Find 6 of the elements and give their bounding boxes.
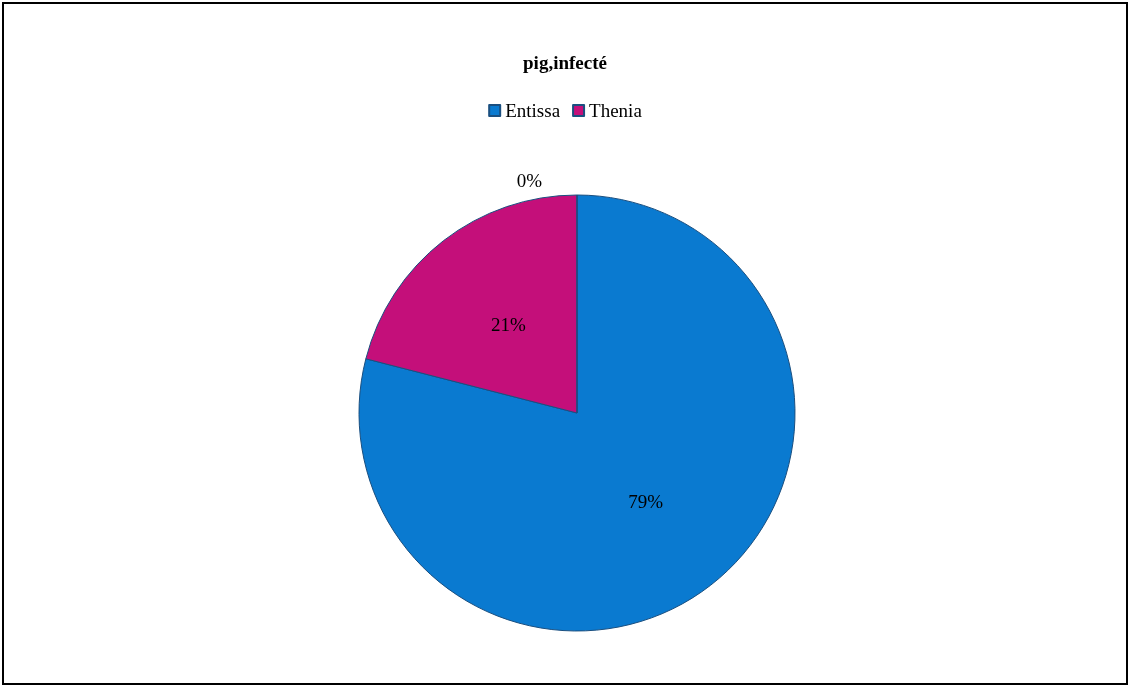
- data-label: 79%: [628, 491, 664, 512]
- legend-label: Thenia: [589, 100, 643, 121]
- data-label: 21%: [490, 314, 526, 335]
- text: 0%: [516, 169, 542, 191]
- legend-label: Entissa: [505, 100, 561, 121]
- chart-title: pig,infecté: [523, 52, 607, 73]
